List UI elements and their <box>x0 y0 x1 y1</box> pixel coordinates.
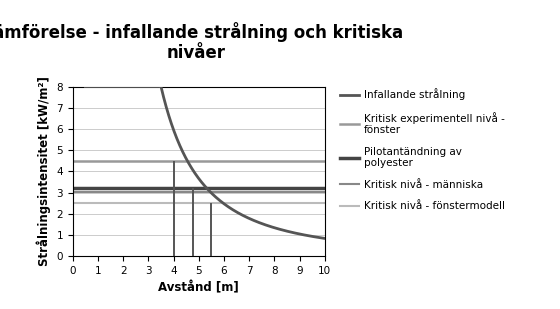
Y-axis label: Strålningsintensitet [kW/m²]: Strålningsintensitet [kW/m²] <box>36 77 51 266</box>
Text: Jämförelse - infallande strålning och kritiska
nivåer: Jämförelse - infallande strålning och kr… <box>0 22 404 62</box>
X-axis label: Avstånd [m]: Avstånd [m] <box>158 282 239 295</box>
Legend: Infallande strålning, Kritisk experimentell nivå -
fönster, Pilotantändning av
p: Infallande strålning, Kritisk experiment… <box>340 88 505 211</box>
